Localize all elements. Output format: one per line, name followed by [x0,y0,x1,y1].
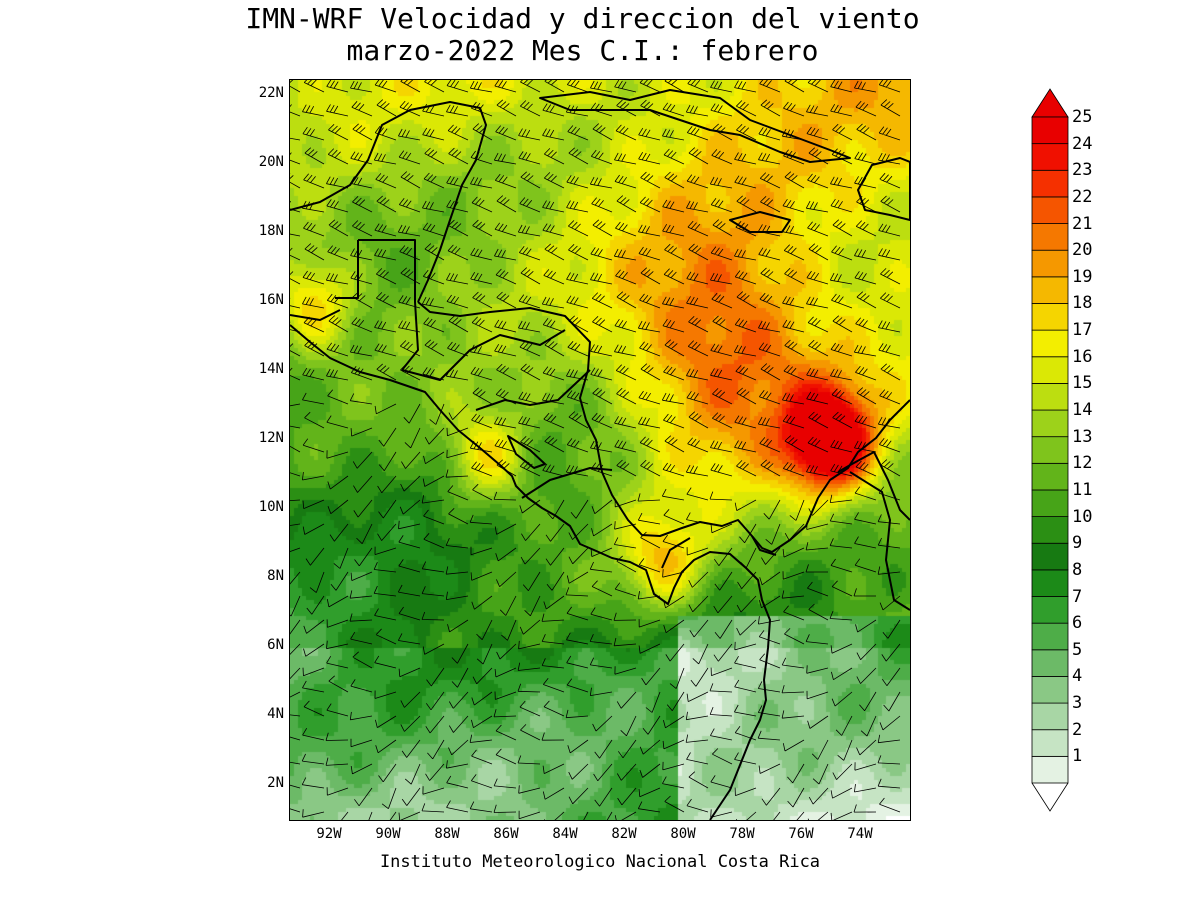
lat-label: 8N [267,568,284,584]
lon-label: 74W [847,826,873,842]
colorbar-label: 4 [1072,666,1083,687]
lat-label: 12N [258,430,284,446]
colorbar-label: 11 [1072,479,1093,500]
colorbar-swatch [1031,356,1069,384]
colorbar-swatch [1031,276,1069,304]
lon-label: 90W [375,826,401,842]
colorbar-swatch [1031,169,1069,198]
colorbar-label: 9 [1072,533,1083,554]
colorbar-label: 6 [1072,613,1083,634]
colorbar-swatch [1031,303,1069,331]
colorbar-label: 3 [1072,693,1083,714]
lat-label: 18N [258,223,284,239]
colorbar-label: 5 [1072,639,1083,660]
colorbar-swatch [1031,116,1069,145]
colorbar-label: 18 [1072,293,1093,314]
colorbar-swatch [1031,223,1069,251]
lon-label: 84W [552,826,578,842]
colorbar-label: 20 [1072,240,1093,261]
colorbar-label: 14 [1072,400,1093,421]
colorbar-label: 22 [1072,186,1093,207]
colorbar-label: 16 [1072,346,1093,367]
colorbar-swatch [1031,755,1069,784]
colorbar-lower-tail [1031,782,1069,812]
colorbar-label: 7 [1072,586,1083,607]
lat-label: 22N [258,85,284,101]
colorbar-swatch [1031,622,1069,651]
colorbar-swatch [1031,196,1069,224]
colorbar-label: 25 [1072,107,1093,127]
colorbar-swatch [1031,436,1069,464]
colorbar-swatch [1031,382,1069,411]
colorbar-swatch [1031,462,1069,491]
colorbar-label: 21 [1072,213,1093,234]
colorbar-swatch [1031,409,1069,438]
map-overlay [290,80,910,820]
colorbar-swatch [1031,702,1069,731]
wind-barbs [290,80,901,820]
colorbar-swatch [1031,143,1069,171]
map-subtitle: marzo-2022 Mes C.I.: febrero [346,34,819,67]
wind-barb-set [290,80,901,820]
map-title: IMN-WRF Velocidad y direccion del viento [245,2,920,35]
colorbar-label: 15 [1072,373,1093,394]
colorbar-label: 12 [1072,453,1093,474]
colorbar-swatch [1031,249,1069,278]
credit-text: Instituto Meteorologico Nacional Costa R… [379,852,821,872]
colorbar-swatch [1031,649,1069,677]
wind-map [290,80,910,820]
colorbar-swatch [1031,542,1069,571]
colorbar [1031,88,1069,812]
lon-label: 78W [729,826,755,842]
colorbar-label: 24 [1072,133,1093,154]
colorbar-swatch [1031,676,1069,704]
colorbar-label: 10 [1072,506,1093,527]
lon-label: 92W [316,826,342,842]
lon-label: 82W [611,826,637,842]
lat-label: 16N [258,292,284,308]
colorbar-label: 23 [1072,160,1093,181]
colorbar-label: 17 [1072,320,1093,341]
colorbar-label: 19 [1072,266,1093,287]
lat-label: 2N [267,775,284,791]
lat-label: 14N [258,361,284,377]
colorbar-swatch [1031,329,1069,358]
lon-label: 88W [434,826,460,842]
colorbar-swatch [1031,489,1069,517]
colorbar-label: 2 [1072,719,1083,740]
colorbar-swatch [1031,729,1069,757]
lat-label: 6N [267,637,284,653]
lat-label: 20N [258,154,284,170]
colorbar-label: 1 [1072,746,1083,767]
lon-label: 80W [670,826,696,842]
lat-label: 10N [258,499,284,515]
colorbar-label: 8 [1072,559,1083,580]
coastlines [290,89,910,820]
colorbar-label: 13 [1072,426,1093,447]
lon-label: 76W [788,826,814,842]
colorbar-swatch [1031,516,1069,544]
colorbar-swatch [1031,596,1069,624]
lat-label: 4N [267,706,284,722]
lon-label: 86W [493,826,519,842]
colorbar-extend-arrow [1031,88,1069,118]
colorbar-swatch [1031,569,1069,597]
